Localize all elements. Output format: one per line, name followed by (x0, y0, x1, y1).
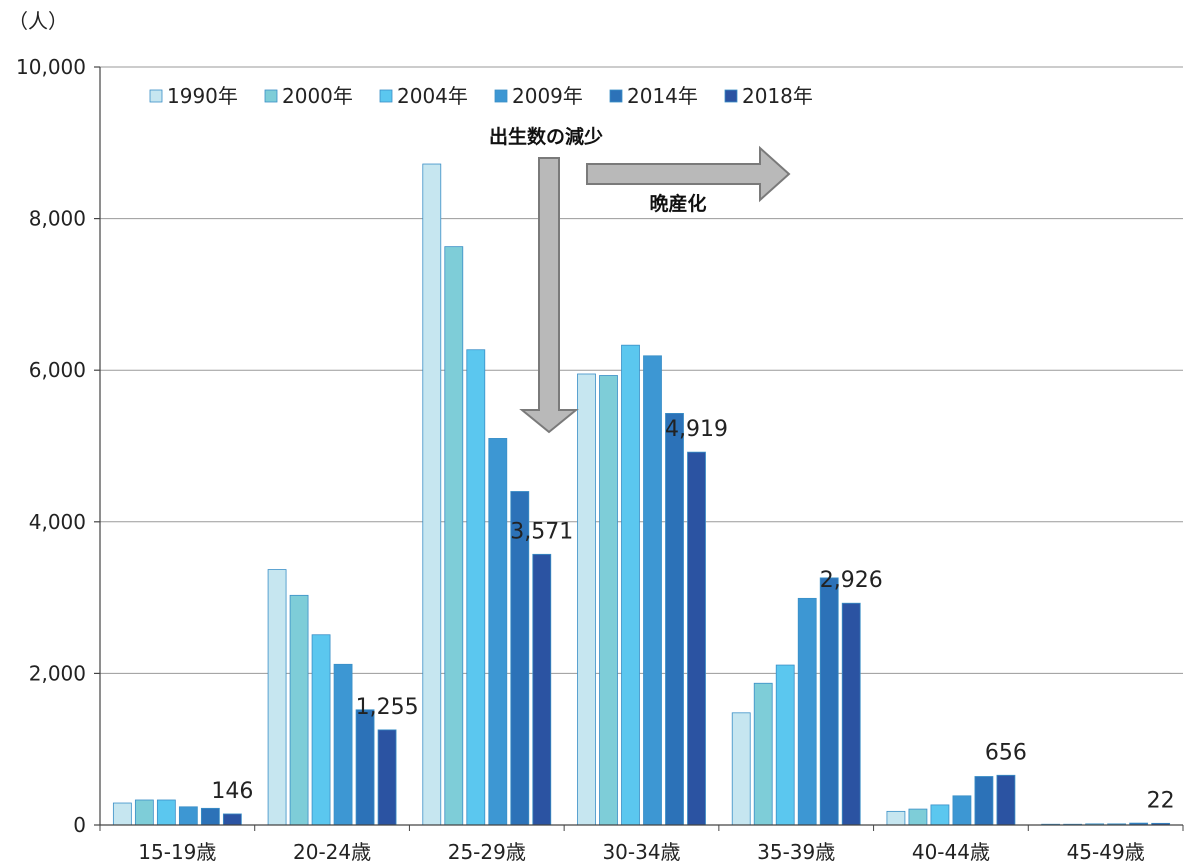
y-axis-ticks: 0 2,000 4,000 6,000 8,000 10,000 (16, 55, 100, 837)
x-tick-label: 35-39歳 (757, 840, 835, 864)
x-tick-label: 40-44歳 (912, 840, 990, 864)
bar (908, 808, 928, 826)
legend-swatch (149, 89, 163, 103)
data-label: 3,571 (510, 519, 573, 544)
bar (488, 438, 508, 826)
bar (621, 344, 640, 826)
bar (200, 807, 220, 826)
legend-swatch (379, 89, 393, 103)
y-tick-label: 4,000 (29, 510, 86, 534)
legend-label: 2018年 (742, 84, 813, 108)
bar (222, 813, 242, 826)
bar (466, 349, 486, 826)
bar (731, 712, 751, 826)
bar (687, 451, 706, 826)
data-label: 4,919 (665, 417, 728, 442)
bar (377, 729, 397, 826)
y-tick-label: 2,000 (29, 661, 86, 685)
annotation-label: 出生数の減少 (489, 125, 603, 148)
bar (753, 682, 773, 826)
annotation-label: 晩産化 (649, 192, 706, 215)
bar (333, 663, 353, 826)
bar (930, 804, 950, 826)
bar (886, 810, 906, 826)
down-arrow-icon (519, 157, 579, 434)
bar (819, 577, 839, 826)
data-label: 22 (1147, 788, 1175, 813)
legend-label: 2004年 (397, 84, 468, 108)
legend-swatch (494, 89, 508, 103)
bar (974, 776, 994, 826)
bar (643, 355, 662, 826)
bar (134, 799, 154, 826)
bar (775, 664, 795, 826)
bar (178, 806, 198, 826)
data-label: 656 (985, 740, 1027, 765)
data-labels: 146 1,255 3,571 4,919 2,926 656 22 (211, 417, 1174, 813)
bar (797, 597, 817, 826)
x-tick-label: 30-34歳 (602, 840, 680, 864)
data-label: 2,926 (820, 568, 883, 593)
bar (422, 163, 442, 826)
y-tick-label: 0 (73, 813, 86, 837)
x-tick-label: 20-24歳 (293, 840, 371, 864)
bar (156, 799, 176, 826)
bar (996, 774, 1016, 826)
x-tick-label: 45-49歳 (1067, 840, 1145, 864)
legend-label: 2000年 (282, 84, 353, 108)
bar (289, 594, 309, 826)
data-label: 146 (211, 779, 253, 804)
y-unit-label: （人） (8, 9, 68, 33)
bar (355, 709, 375, 826)
legend: 1990年 2000年 2004年 2009年 2014年 2018年 (149, 84, 813, 108)
bar (444, 246, 464, 826)
bar-series (112, 163, 1171, 826)
bar (112, 802, 132, 826)
bar (952, 795, 972, 826)
legend-swatch (724, 89, 738, 103)
y-tick-label: 8,000 (29, 207, 86, 231)
bar (841, 602, 861, 826)
x-tick-label: 25-29歳 (448, 840, 526, 864)
bar (577, 373, 596, 826)
x-axis-labels: 15-19歳 20-24歳 25-29歳 30-34歳 35-39歳 40-44歳 45-4… (99, 825, 1184, 864)
legend-swatch (264, 89, 278, 103)
gridlines (100, 66, 1183, 674)
legend-swatch (609, 89, 623, 103)
bar (599, 375, 618, 826)
bar (532, 553, 552, 826)
right-arrow-icon (586, 145, 791, 203)
legend-label: 2014年 (627, 84, 698, 108)
bar (665, 413, 684, 826)
bar (267, 569, 287, 826)
y-tick-label: 10,000 (16, 55, 86, 79)
bar (311, 634, 331, 826)
data-label: 1,255 (356, 695, 419, 720)
legend-label: 2009年 (512, 84, 583, 108)
x-tick-label: 15-19歳 (138, 840, 216, 864)
y-tick-label: 6,000 (29, 358, 86, 382)
legend-label: 1990年 (167, 84, 238, 108)
